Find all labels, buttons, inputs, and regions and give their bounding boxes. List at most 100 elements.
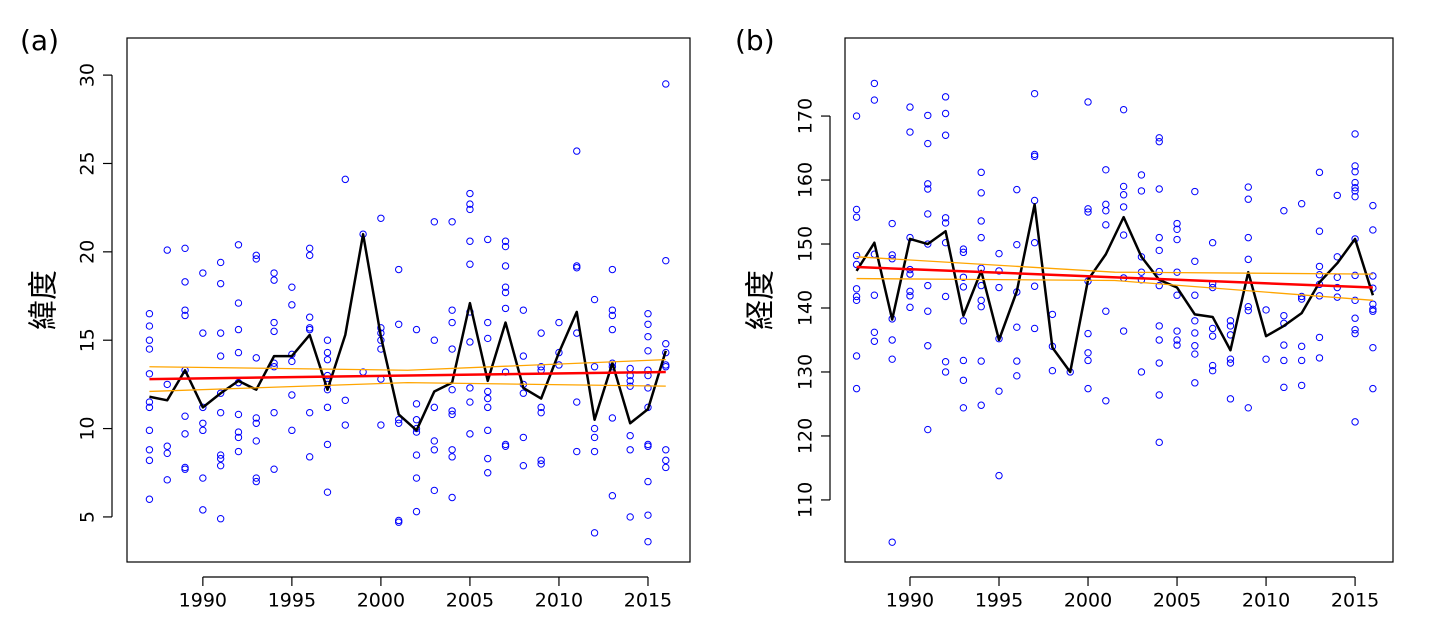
scatter-point xyxy=(573,447,581,456)
y-tick-label: 5 xyxy=(77,511,99,523)
scatter-point xyxy=(1333,273,1341,281)
scatter-point xyxy=(941,93,950,101)
scatter-point xyxy=(252,251,260,260)
scatter-point xyxy=(1315,354,1324,362)
scatter-point xyxy=(466,237,474,245)
scatter-point xyxy=(1137,187,1146,195)
scatter-point xyxy=(448,407,456,415)
scatter-point xyxy=(501,237,510,245)
scatter-point xyxy=(662,463,670,472)
scatter-point xyxy=(1173,219,1181,228)
scatter-point xyxy=(448,306,456,314)
scatter-point xyxy=(216,451,225,459)
scatter-point xyxy=(252,437,260,445)
scatter-point xyxy=(1191,342,1199,350)
scatter-point xyxy=(662,456,670,465)
line xyxy=(149,370,666,381)
line xyxy=(856,256,1373,275)
scatter-point xyxy=(448,385,456,394)
x-tick-label: 2005 xyxy=(1153,590,1201,612)
x-tick-label: 1995 xyxy=(268,590,316,612)
scatter-point xyxy=(644,384,652,392)
scatter-point xyxy=(252,474,260,482)
scatter-point xyxy=(959,317,968,325)
scatter-point xyxy=(573,398,581,406)
scatter-point xyxy=(1030,150,1039,159)
scatter-point xyxy=(924,139,932,148)
scatter-point xyxy=(288,391,296,399)
scatter-point xyxy=(484,469,492,477)
line xyxy=(149,232,667,432)
scatter-point xyxy=(590,295,599,304)
scatter-point xyxy=(145,456,154,465)
scatter-point xyxy=(252,419,260,427)
scatter-point xyxy=(145,322,154,330)
scatter-point xyxy=(181,278,189,286)
scatter-point xyxy=(252,354,260,362)
scatter-point xyxy=(924,210,932,218)
scatter-point xyxy=(662,363,670,371)
scatter-point xyxy=(1297,295,1306,303)
scatter-point xyxy=(959,404,968,412)
scatter-point xyxy=(448,345,456,353)
scatter-point xyxy=(1244,233,1252,242)
line xyxy=(856,277,1373,301)
scatter-point xyxy=(501,242,510,251)
scatter-point xyxy=(537,460,545,468)
scatter-point xyxy=(466,430,474,438)
scatter-point xyxy=(234,348,243,357)
scatter-point xyxy=(519,433,528,442)
scatter-point xyxy=(644,309,652,318)
scatter-point xyxy=(888,219,896,228)
scatter-point xyxy=(145,370,154,378)
scatter-point xyxy=(341,396,349,404)
scatter-point xyxy=(234,447,243,456)
scatter-point xyxy=(924,185,932,193)
scatter-point xyxy=(590,447,599,456)
scatter-point xyxy=(412,325,421,334)
scatter-point xyxy=(941,214,950,222)
scatter-point xyxy=(430,218,439,226)
scatter-point xyxy=(1351,329,1359,338)
scatter-point xyxy=(1102,397,1110,405)
scatter-point xyxy=(466,398,474,406)
scatter-point xyxy=(145,345,154,353)
scatter-point xyxy=(1173,341,1181,349)
scatter-point xyxy=(1119,231,1128,239)
scatter-point xyxy=(199,269,207,277)
scatter-point xyxy=(941,219,950,227)
panel-label: (b) xyxy=(735,24,775,57)
scatter-point xyxy=(1208,324,1217,333)
scatter-point xyxy=(1244,183,1252,191)
scatter-point xyxy=(924,342,932,350)
scatter-point xyxy=(1084,205,1092,213)
scatter-point xyxy=(181,412,189,420)
y-axis-title: 経度 xyxy=(744,270,779,330)
scatter-point xyxy=(412,451,421,459)
scatter-point xyxy=(288,357,296,366)
scatter-point xyxy=(852,352,861,360)
scatter-point xyxy=(977,217,985,225)
scatter-point xyxy=(1155,322,1163,330)
scatter-point xyxy=(163,449,171,458)
scatter-point xyxy=(323,440,332,449)
scatter-point xyxy=(977,357,985,365)
scatter-point xyxy=(519,389,528,397)
scatter-point xyxy=(626,446,634,454)
scatter-point xyxy=(216,408,225,417)
x-tick-label: 1990 xyxy=(179,590,227,612)
scatter-point xyxy=(163,442,171,450)
scatter-point xyxy=(430,446,439,454)
scatter-point xyxy=(216,389,225,397)
scatter-point xyxy=(1191,350,1199,358)
scatter-point xyxy=(448,318,456,327)
scatter-point xyxy=(1191,187,1199,196)
scatter-point xyxy=(484,334,492,343)
scatter-point xyxy=(1369,201,1377,210)
scatter-point xyxy=(270,465,278,473)
scatter-point xyxy=(305,244,314,253)
y-tick-label: 160 xyxy=(795,162,817,198)
scatter-point xyxy=(941,109,950,118)
line xyxy=(149,381,666,393)
